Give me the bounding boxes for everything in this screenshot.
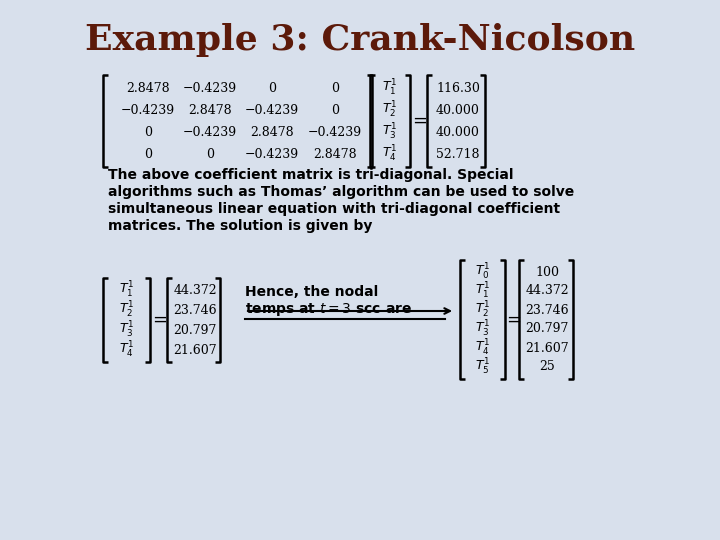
Text: 21.607: 21.607 [525, 341, 569, 354]
Text: 44.372: 44.372 [174, 284, 217, 296]
Text: 40.000: 40.000 [436, 125, 480, 138]
Text: 0: 0 [331, 82, 339, 94]
Text: $T_0^1$: $T_0^1$ [475, 262, 490, 282]
Text: 52.718: 52.718 [436, 147, 480, 160]
Text: simultaneous linear equation with tri-diagonal coefficient: simultaneous linear equation with tri-di… [108, 202, 560, 216]
Text: matrices. The solution is given by: matrices. The solution is given by [108, 219, 372, 233]
Text: 100: 100 [535, 266, 559, 279]
Text: $T_4^1$: $T_4^1$ [382, 144, 397, 164]
Text: $T_3^1$: $T_3^1$ [120, 320, 135, 340]
Text: $T_2^1$: $T_2^1$ [382, 100, 397, 120]
Text: $T_1^1$: $T_1^1$ [382, 78, 397, 98]
Text: algorithms such as Thomas’ algorithm can be used to solve: algorithms such as Thomas’ algorithm can… [108, 185, 575, 199]
Text: 23.746: 23.746 [525, 303, 569, 316]
Text: $T_2^1$: $T_2^1$ [120, 300, 135, 320]
Text: 20.797: 20.797 [526, 322, 569, 335]
Text: The above coefficient matrix is tri-diagonal. Special: The above coefficient matrix is tri-diag… [108, 168, 513, 182]
Text: =: = [413, 112, 428, 130]
Text: 2.8478: 2.8478 [250, 125, 294, 138]
Text: $T_3^1$: $T_3^1$ [475, 319, 490, 339]
Text: 2.8478: 2.8478 [126, 82, 170, 94]
Text: $T_4^1$: $T_4^1$ [475, 338, 490, 358]
Text: =: = [506, 310, 521, 328]
Text: Hence, the nodal: Hence, the nodal [245, 285, 378, 299]
Text: 116.30: 116.30 [436, 82, 480, 94]
Text: $T_2^1$: $T_2^1$ [475, 300, 490, 320]
Text: 21.607: 21.607 [174, 343, 217, 356]
Text: 2.8478: 2.8478 [313, 147, 357, 160]
Text: 40.000: 40.000 [436, 104, 480, 117]
Text: Example 3: Crank-Nicolson: Example 3: Crank-Nicolson [85, 23, 635, 57]
Text: 0: 0 [331, 104, 339, 117]
Text: −0.4239: −0.4239 [183, 125, 237, 138]
Text: $T_4^1$: $T_4^1$ [120, 340, 135, 360]
Text: 0: 0 [268, 82, 276, 94]
Text: 25: 25 [539, 361, 555, 374]
Text: 0: 0 [144, 147, 152, 160]
Text: 44.372: 44.372 [525, 285, 569, 298]
Text: −0.4239: −0.4239 [245, 104, 299, 117]
Text: 0: 0 [144, 125, 152, 138]
Text: 20.797: 20.797 [174, 323, 217, 336]
Text: 2.8478: 2.8478 [188, 104, 232, 117]
Text: −0.4239: −0.4239 [245, 147, 299, 160]
Text: 23.746: 23.746 [174, 303, 217, 316]
Text: temps at $t = 3$ scc are: temps at $t = 3$ scc are [245, 300, 412, 318]
Text: −0.4239: −0.4239 [308, 125, 362, 138]
Text: −0.4239: −0.4239 [121, 104, 175, 117]
Text: $T_1^1$: $T_1^1$ [475, 281, 490, 301]
Text: 0: 0 [206, 147, 214, 160]
Text: $T_5^1$: $T_5^1$ [475, 357, 490, 377]
Text: =: = [153, 311, 168, 329]
Text: $T_3^1$: $T_3^1$ [382, 122, 397, 142]
Text: −0.4239: −0.4239 [183, 82, 237, 94]
Text: $T_1^1$: $T_1^1$ [120, 280, 135, 300]
